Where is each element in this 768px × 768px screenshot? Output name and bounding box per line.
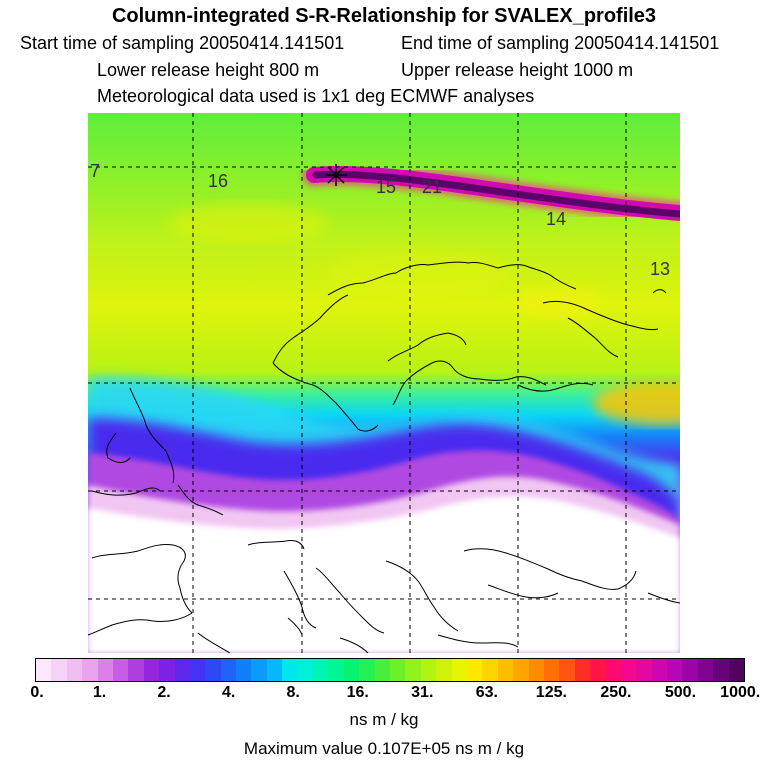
- color-swatch: [574, 659, 591, 681]
- start-time-label: Start time of sampling 20050414.141501: [20, 33, 345, 53]
- color-swatch: [713, 659, 729, 681]
- sensitivity-map[interactable]: 7 16 15 21 14 13: [88, 113, 680, 653]
- color-scale-tick-label: 250.: [600, 684, 632, 701]
- color-swatch: [66, 659, 83, 681]
- color-swatch: [189, 659, 206, 681]
- color-swatch: [97, 659, 113, 681]
- concentration-field: [88, 203, 680, 653]
- meteorological-data-label: Meteorological data used is 1x1 deg ECMW…: [97, 86, 535, 106]
- color-swatch: [620, 659, 637, 681]
- color-swatch: [174, 659, 190, 681]
- color-scale-tick-label: 1000.: [720, 684, 761, 701]
- color-swatch: [420, 659, 437, 681]
- color-swatch: [220, 659, 237, 681]
- contour-label: 13: [650, 259, 670, 279]
- contour-label: 14: [546, 209, 566, 229]
- plot-title: Column-integrated S-R-Relationship for S…: [111, 5, 657, 27]
- max-value-label: Maximum value 0.107E+05 ns m / kg: [243, 739, 525, 758]
- color-swatch: [374, 659, 390, 681]
- color-swatch: [436, 659, 452, 681]
- color-scale-tick-label: 2.: [157, 684, 171, 701]
- color-swatch: [128, 659, 144, 681]
- color-swatch: [205, 659, 221, 681]
- end-time-label: End time of sampling 20050414.141501: [401, 33, 720, 53]
- color-swatch: [359, 659, 375, 681]
- color-swatch: [482, 659, 498, 681]
- color-swatch: [143, 659, 160, 681]
- color-swatch: [236, 659, 252, 681]
- color-swatch: [590, 659, 606, 681]
- color-swatch: [667, 659, 683, 681]
- color-swatch: [543, 659, 560, 681]
- color-swatch: [513, 659, 529, 681]
- color-swatch: [343, 659, 360, 681]
- lat-lon-grid: [88, 113, 680, 653]
- color-swatch: [112, 659, 129, 681]
- color-swatch: [497, 659, 514, 681]
- lower-release-height-label: Lower release height 800 m: [97, 60, 320, 80]
- unit-label: ns m / kg: [349, 710, 419, 729]
- color-scale-tick-label: 1.: [92, 684, 107, 701]
- contour-label: 21: [422, 177, 442, 197]
- color-swatch: [282, 659, 298, 681]
- release-site-marker: [325, 164, 347, 186]
- contour-label: 7: [90, 161, 100, 181]
- coastlines: [88, 261, 680, 653]
- plume-streak: [302, 161, 680, 225]
- color-swatch: [251, 659, 267, 681]
- color-scale-tick-label: 125.: [535, 684, 567, 701]
- color-swatch: [605, 659, 621, 681]
- color-swatch: [636, 659, 652, 681]
- color-swatch: [36, 659, 52, 681]
- color-scale-tick-label: 8.: [286, 684, 300, 701]
- color-swatch: [451, 659, 467, 681]
- color-scale-tick-label: 16.: [346, 684, 369, 701]
- color-swatch: [51, 659, 67, 681]
- color-swatch: [466, 659, 483, 681]
- color-scale-tick-label: 31.: [411, 684, 434, 701]
- color-swatch: [651, 659, 668, 681]
- color-scale-tick-label: 63.: [475, 684, 498, 701]
- color-swatch: [313, 659, 329, 681]
- color-scale-tick-label: 0.: [30, 684, 44, 701]
- color-swatch: [82, 659, 98, 681]
- color-swatch: [728, 659, 744, 681]
- color-swatch: [559, 659, 575, 681]
- color-swatch: [266, 659, 283, 681]
- contour-label: 16: [208, 171, 228, 191]
- color-swatch: [297, 659, 314, 681]
- color-swatch: [682, 659, 698, 681]
- color-scale-tick-label: 500.: [664, 684, 697, 701]
- color-swatch: [528, 659, 544, 681]
- color-swatch: [697, 659, 714, 681]
- color-scale-tick-label: 4.: [221, 684, 236, 701]
- contour-label: 15: [376, 177, 396, 197]
- color-scale-bar: [35, 658, 745, 682]
- color-swatch: [159, 659, 175, 681]
- color-swatch: [389, 659, 406, 681]
- color-swatch: [405, 659, 421, 681]
- color-swatch: [328, 659, 344, 681]
- upper-release-height-label: Upper release height 1000 m: [401, 60, 634, 80]
